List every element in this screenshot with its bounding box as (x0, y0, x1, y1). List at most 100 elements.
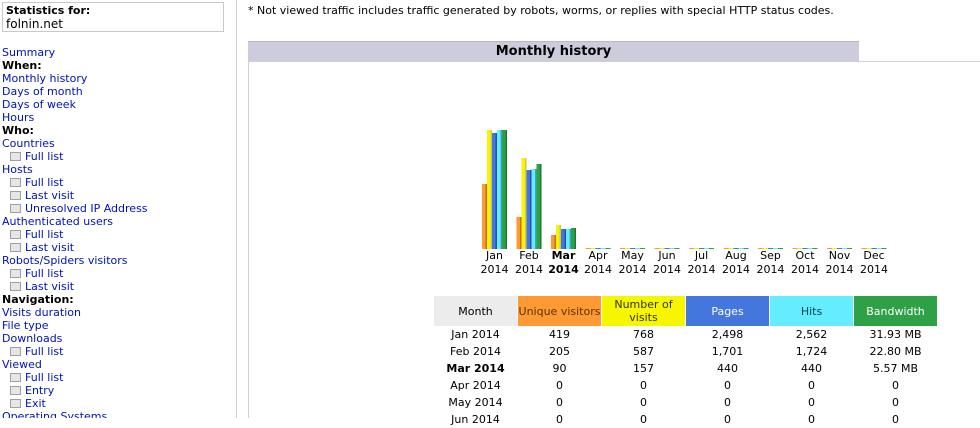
menu-item-label[interactable]: Viewed (2, 358, 42, 371)
cell-unique-visitors: 419 (549, 328, 570, 341)
menu-item-label[interactable]: Hosts (2, 163, 33, 176)
cell-hits: 0 (808, 413, 815, 426)
bar-bandwidth_mb-apr (605, 248, 611, 249)
bar-unique_visitors-jan (482, 184, 487, 249)
cell-visits: 157 (633, 362, 654, 375)
cell-pages: 2,498 (711, 328, 744, 341)
menu-item-label[interactable]: Full list (25, 176, 64, 189)
menu-item-label[interactable]: Visits duration (2, 306, 81, 319)
bar-visits-may (625, 248, 630, 249)
bar-shade (505, 130, 507, 249)
col-header-bandwidth: Bandwidth (854, 296, 937, 326)
bar-hits-nov (842, 248, 847, 249)
x-tick-month-apr: Apr (588, 249, 608, 262)
menu-item-label[interactable]: Days of month (2, 85, 83, 98)
bar-bandwidth_mb-aug (743, 248, 749, 249)
bar-unique_visitors-jun (654, 248, 660, 249)
menu-link-full-list[interactable]: Full list (2, 150, 148, 163)
menu-item-label[interactable]: Exit (25, 397, 46, 410)
menu-item-label[interactable]: Unresolved IP Address (25, 202, 148, 215)
menu-item-label[interactable]: Last visit (25, 280, 75, 293)
menu-link-visits-duration[interactable]: Visits duration (2, 306, 148, 319)
menu-link-days-of-week[interactable]: Days of week (2, 98, 148, 111)
bar-visits-oct (797, 248, 803, 249)
x-tick-year-aug: 2014 (722, 263, 750, 276)
col-header-hits: Hits (770, 296, 853, 326)
menu-link-file-type[interactable]: File type (2, 319, 148, 332)
bar-shade (569, 229, 571, 249)
menu-link-full-list[interactable]: Full list (2, 176, 148, 189)
bar-unique_visitors-jul (689, 248, 694, 249)
menu-link-entry[interactable]: Entry (2, 384, 148, 397)
table-row: Feb 2014 205 587 1,701 1,724 22.80 MB (434, 343, 937, 360)
bar-unique_visitors-dec (861, 248, 867, 249)
col-header-number-of-visits: Number of visits (602, 296, 685, 326)
menu-header-who: Who: (2, 124, 148, 137)
menu-link-downloads[interactable]: Downloads (2, 332, 148, 345)
cell-visits: 0 (640, 413, 647, 426)
statistics-for-label: Statistics for: (6, 4, 91, 17)
site-name: folnin.net (6, 17, 63, 31)
bar-shade (490, 130, 492, 249)
menu-link-last-visit[interactable]: Last visit (2, 280, 148, 293)
menu-item-label[interactable]: Full list (25, 267, 64, 280)
menu-link-hosts[interactable]: Hosts (2, 163, 148, 176)
x-tick-year-mar: 2014 (548, 263, 579, 276)
bar-shade (495, 133, 497, 249)
menu-link-summary[interactable]: Summary (2, 46, 148, 59)
menu-item-label[interactable]: Full list (25, 150, 64, 163)
monthly-history-title-bar: Monthly history (248, 41, 859, 61)
menu-item-label[interactable]: Summary (2, 46, 56, 59)
menu-item-label[interactable]: Monthly history (2, 72, 88, 85)
table-row: Mar 2014 90 157 440 440 5.57 MB (434, 360, 937, 377)
menu-item-label[interactable]: Last visit (25, 241, 75, 254)
list-icon (10, 372, 21, 382)
bar-visits-jul (694, 248, 699, 249)
menu-item-label[interactable]: Downloads (2, 332, 63, 345)
menu-link-hours[interactable]: Hours (2, 111, 148, 124)
list-icon (10, 177, 21, 187)
menu-link-viewed[interactable]: Viewed (2, 358, 148, 371)
menu-item-label[interactable]: Full list (25, 345, 64, 358)
menu-link-last-visit[interactable]: Last visit (2, 189, 148, 202)
menu-link-unresolved-ip-address[interactable]: Unresolved IP Address (2, 202, 148, 215)
x-tick-year-jul: 2014 (688, 263, 716, 276)
menu-link-countries[interactable]: Countries (2, 137, 148, 150)
menu-item-label[interactable]: Entry (25, 384, 55, 397)
menu-link-last-visit[interactable]: Last visit (2, 241, 148, 254)
menu-item-label[interactable]: Operating Systems (2, 410, 108, 418)
menu-item-label[interactable]: Countries (2, 137, 55, 150)
x-tick-month-jun: Jun (657, 249, 675, 262)
menu-item-label[interactable]: Authenticated users (2, 215, 113, 228)
cell-bandwidth: 31.93 MB (869, 328, 922, 341)
x-tick-year-nov: 2014 (826, 263, 854, 276)
bar-shade (540, 164, 542, 249)
menu-link-monthly-history[interactable]: Monthly history (2, 72, 148, 85)
menu-item-label[interactable]: Full list (25, 228, 64, 241)
menu-link-robots-spiders-visitors[interactable]: Robots/Spiders visitors (2, 254, 148, 267)
menu-link-full-list[interactable]: Full list (2, 267, 148, 280)
bar-pages-jan (492, 133, 497, 249)
menu-link-full-list[interactable]: Full list (2, 371, 148, 384)
menu-item-label[interactable]: Full list (25, 371, 64, 384)
menu-link-operating-systems[interactable]: Operating Systems (2, 410, 148, 418)
list-icon (10, 385, 21, 395)
menu-link-exit[interactable]: Exit (2, 397, 148, 410)
menu-item-label[interactable]: Days of week (2, 98, 76, 111)
x-tick-year-sep: 2014 (757, 263, 785, 276)
menu-link-days-of-month[interactable]: Days of month (2, 85, 148, 98)
bar-unique_visitors-mar (551, 235, 556, 249)
bar-visits-jun (659, 248, 665, 249)
menu-item-label[interactable]: Robots/Spiders visitors (2, 254, 128, 267)
cell-pages: 1,701 (711, 345, 744, 358)
x-tick-month-jul: Jul (694, 249, 708, 262)
menu-item-label[interactable]: Hours (2, 111, 35, 124)
menu-link-full-list[interactable]: Full list (2, 228, 148, 241)
bar-visits-mar (556, 225, 561, 249)
menu-link-authenticated-users[interactable]: Authenticated users (2, 215, 148, 228)
menu-item-label[interactable]: Last visit (25, 189, 75, 202)
menu-item-label[interactable]: File type (2, 319, 49, 332)
x-tick-month-may: May (621, 249, 644, 262)
menu-link-full-list[interactable]: Full list (2, 345, 148, 358)
bar-hits-sep (773, 248, 778, 249)
